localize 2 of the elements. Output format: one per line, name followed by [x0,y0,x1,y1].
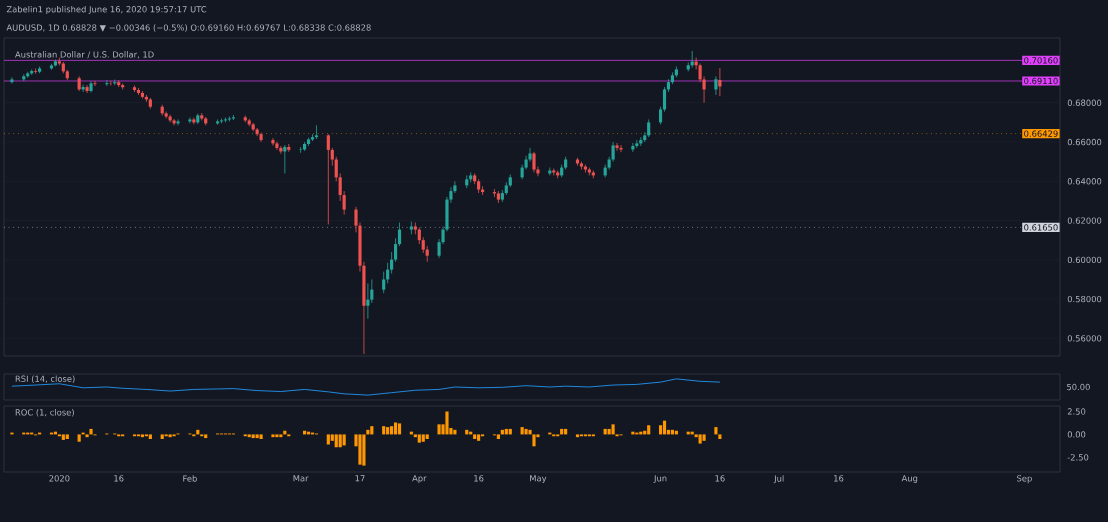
candlestick [299,146,303,154]
candlestick [34,68,38,75]
